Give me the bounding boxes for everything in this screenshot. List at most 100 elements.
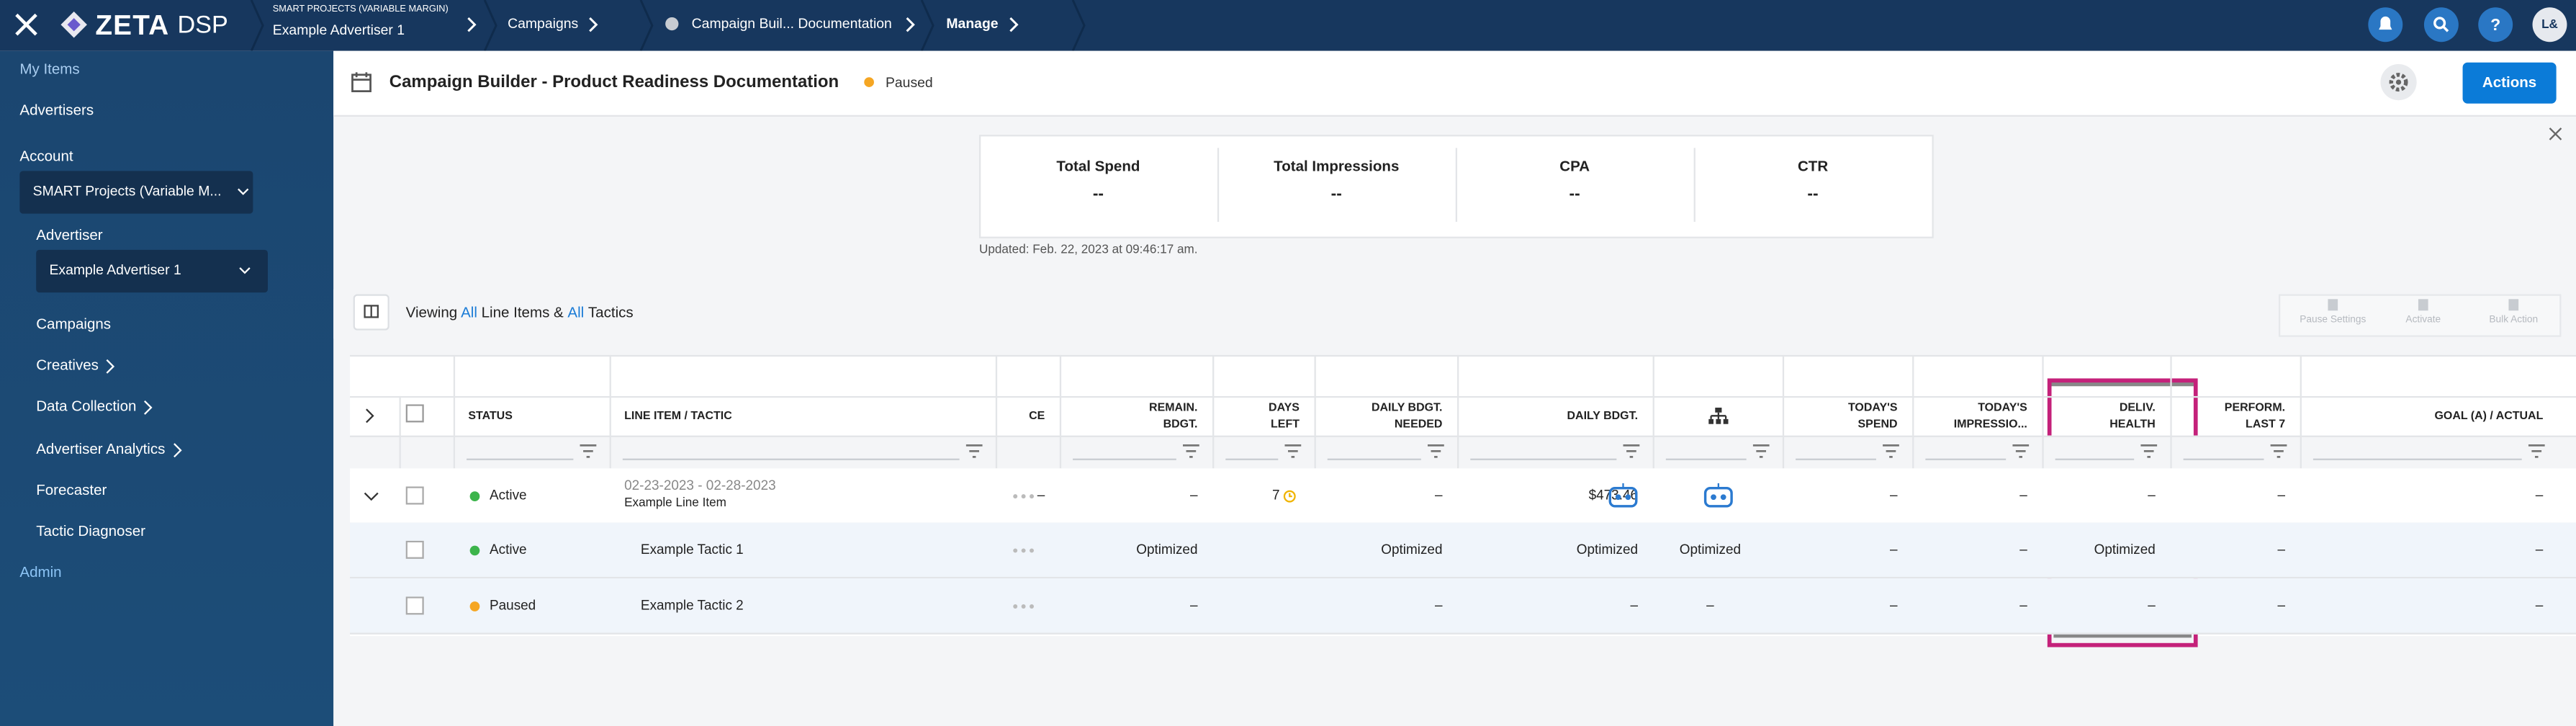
column-header-text: LINE ITEM / TACTIC — [624, 411, 732, 423]
column-header[interactable]: DELIV. HEALTH — [2042, 399, 2170, 435]
status-dot — [469, 601, 480, 611]
stat-value: -- — [1092, 185, 1104, 204]
breadcrumb[interactable]: Campaigns — [508, 14, 579, 32]
cell: – — [2277, 596, 2286, 613]
cell: – — [1434, 486, 1443, 503]
breadcrumb[interactable]: Example Advertiser 1 — [272, 21, 405, 38]
row-name[interactable]: Example Tactic 2 — [640, 596, 744, 613]
col-divider — [1212, 354, 1215, 469]
row-menu — [1013, 549, 1034, 554]
toolbar-button[interactable]: Activate — [2405, 315, 2441, 326]
column-header[interactable]: TODAY'S SPEND — [1783, 399, 1912, 435]
column-header-text: REMAIN. — [1149, 403, 1198, 415]
filter-input — [2312, 458, 2522, 460]
column-header-text: TODAY'S — [1847, 403, 1898, 415]
date-range: 02-23-2023 - 02-28-2023 — [624, 476, 776, 493]
row-name[interactable]: Example Tactic 1 — [640, 541, 744, 558]
column-header[interactable]: REMAIN. BDGT. — [1060, 399, 1212, 435]
column-header-text: GOAL (A) / ACTUAL — [2434, 411, 2544, 423]
nav-item[interactable]: My Items — [19, 60, 80, 78]
cell: – — [2019, 596, 2027, 613]
status-dot — [469, 546, 480, 556]
toolbar-button[interactable]: Pause Settings — [2300, 315, 2366, 326]
breadcrumb-top[interactable]: SMART PROJECTS (VARIABLE MARGIN) — [272, 4, 449, 15]
toolbar-icon — [2328, 299, 2338, 311]
col-divider — [2042, 354, 2044, 469]
breadcrumb[interactable]: Campaign Buil... Documentation — [691, 14, 892, 32]
col-divider — [1912, 354, 1914, 469]
column-header[interactable]: DAILY BDGT. — [1457, 399, 1653, 435]
robot-icon — [1703, 483, 1732, 508]
toolbar-icon — [2508, 299, 2519, 311]
advertiser-select[interactable]: Example Advertiser 1 — [36, 249, 268, 293]
stat-label: CPA — [1559, 158, 1590, 174]
select-value: SMART Projects (Variable M... — [32, 182, 222, 200]
toolbar-button[interactable]: Bulk Action — [2489, 315, 2539, 326]
col-divider — [2170, 354, 2172, 469]
hierarchy-icon — [1708, 407, 1728, 424]
settings-button[interactable] — [2379, 63, 2418, 104]
nav-item[interactable]: Data Collection — [36, 398, 137, 415]
top-bar-shapes — [15, 0, 1086, 51]
filter-input — [1665, 458, 1747, 460]
actions-button[interactable]: Actions — [2462, 62, 2557, 104]
filter-icon — [580, 444, 597, 458]
chevron-down — [239, 267, 251, 274]
column-header-text: LAST 7 — [2246, 418, 2286, 431]
column-header[interactable]: DAILY BDGT. NEEDED — [1315, 399, 1458, 435]
column-header[interactable]: GOAL (A) / ACTUAL — [2300, 399, 2558, 435]
table-row-line — [350, 395, 2576, 398]
breadcrumb[interactable]: Manage — [946, 14, 999, 32]
nav-item[interactable]: Forecaster — [36, 481, 107, 498]
column-header-text: LEFT — [1271, 418, 1300, 431]
nav-item[interactable]: Admin — [19, 563, 62, 581]
col-divider — [1457, 354, 1459, 469]
checkbox — [405, 541, 424, 560]
col-divider — [1782, 354, 1785, 469]
nav-item[interactable]: Advertiser Analytics — [36, 439, 166, 457]
col-divider — [453, 354, 456, 469]
account-select[interactable]: SMART Projects (Variable M... — [19, 171, 253, 214]
table-row — [350, 578, 2576, 634]
toolbar-icon — [2418, 299, 2428, 311]
column-header[interactable]: PERFORM. LAST 7 — [2170, 399, 2300, 435]
toolbar-text[interactable]: All — [567, 304, 585, 321]
chevron-right — [143, 400, 153, 416]
expand-all — [366, 408, 374, 424]
clock-icon — [1283, 490, 1296, 503]
close-icon[interactable] — [2548, 127, 2567, 146]
toolbar — [333, 289, 2576, 339]
user-avatar[interactable]: L& — [2541, 16, 2558, 32]
column-header[interactable]: CE — [996, 399, 1060, 435]
cell: Optimized — [1381, 541, 1443, 558]
stat-label: Total Spend — [1056, 158, 1140, 174]
col-divider — [1059, 354, 1062, 469]
cell: – — [1037, 486, 1045, 503]
cell: $473.46 — [1588, 486, 1639, 503]
row-menu — [1013, 494, 1034, 499]
column-header[interactable]: TODAY'S IMPRESSIO... — [1912, 399, 2042, 435]
column-header[interactable]: LINE ITEM / TACTIC — [610, 399, 996, 435]
nav-item[interactable]: Advertisers — [19, 102, 94, 119]
filter-icon — [1623, 444, 1640, 458]
sidebar: My Items Advertisers Account SMART Projects… — [0, 50, 334, 726]
status-text: Active — [490, 541, 527, 558]
nav-item[interactable]: Tactic Diagnoser — [36, 522, 146, 539]
toolbar-text[interactable]: All — [461, 304, 477, 321]
main: Campaign Builder - Product Readiness Doc… — [333, 50, 2576, 726]
column-header-text: DAYS — [1269, 403, 1300, 415]
cell: – — [1189, 486, 1198, 503]
select-value: Example Advertiser 1 — [49, 261, 181, 278]
columns-toggle[interactable] — [353, 294, 389, 331]
nav-item[interactable]: Campaigns — [36, 315, 112, 332]
col-divider — [1652, 354, 1654, 469]
row-name[interactable]: Example Line Item — [624, 494, 726, 510]
column-header-text: TODAY'S — [1978, 403, 2027, 415]
column-header[interactable]: STATUS — [454, 399, 610, 435]
cell: – — [1890, 486, 1898, 503]
nav-item[interactable]: Creatives — [36, 357, 99, 374]
cell: Optimized — [1679, 541, 1742, 558]
cell: – — [1434, 596, 1443, 613]
column-header[interactable]: DAYS LEFT — [1212, 399, 1314, 435]
